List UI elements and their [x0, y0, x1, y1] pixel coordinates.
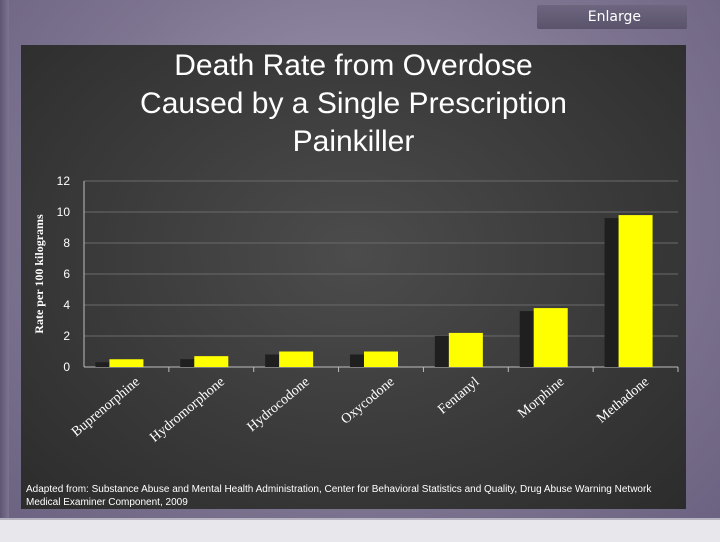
y-tick-label: 12 [57, 174, 71, 188]
y-tick-label: 10 [57, 205, 71, 219]
bar-shadow [265, 354, 280, 367]
bar [448, 332, 483, 367]
bar-shadow [350, 354, 364, 367]
x-tick-label: Methadone [594, 375, 652, 427]
bar-shadow [434, 335, 449, 367]
bar-chart: 0 2 4 6 8 10 12 Rate per 100 kilograms Buprenorp… [32, 174, 679, 446]
enlarge-button[interactable]: Enlarge [537, 5, 687, 29]
x-tick-label: Buprenorphine [69, 375, 143, 440]
x-tick-label: Oxycodone [338, 375, 397, 428]
bottom-strip [0, 518, 720, 542]
y-tick-label: 4 [63, 298, 70, 312]
bar [364, 351, 398, 367]
bar [194, 356, 229, 367]
bar [279, 351, 314, 367]
y-tick-label: 2 [63, 329, 70, 343]
x-tick-label: Hydrocodone [245, 375, 313, 435]
bar-shadow [95, 362, 110, 367]
enlarge-button-label: Enlarge [587, 9, 641, 25]
x-tick-label: Fentanyl [435, 375, 482, 418]
bar [533, 308, 568, 367]
chart-title: Death Rate from Overdose Caused by a Sin… [140, 49, 567, 158]
bar [618, 215, 653, 367]
bar-shadow [604, 218, 619, 367]
bar-shadow [519, 311, 534, 367]
y-tick-label: 6 [63, 267, 70, 281]
x-tick-label: Morphine [515, 375, 567, 422]
left-edge-strip [0, 0, 9, 518]
bar-shadow [180, 359, 195, 367]
chart-slide: Death Rate from Overdose Caused by a Sin… [21, 45, 686, 509]
source-note: Adapted from: Substance Abuse and Mental… [26, 484, 652, 508]
y-axis-label: Rate per 100 kilograms [32, 214, 46, 334]
y-tick-label: 8 [63, 236, 70, 250]
bar [109, 359, 144, 367]
x-tick-label: Hydromorphone [147, 375, 228, 446]
y-tick-label: 0 [63, 360, 70, 374]
